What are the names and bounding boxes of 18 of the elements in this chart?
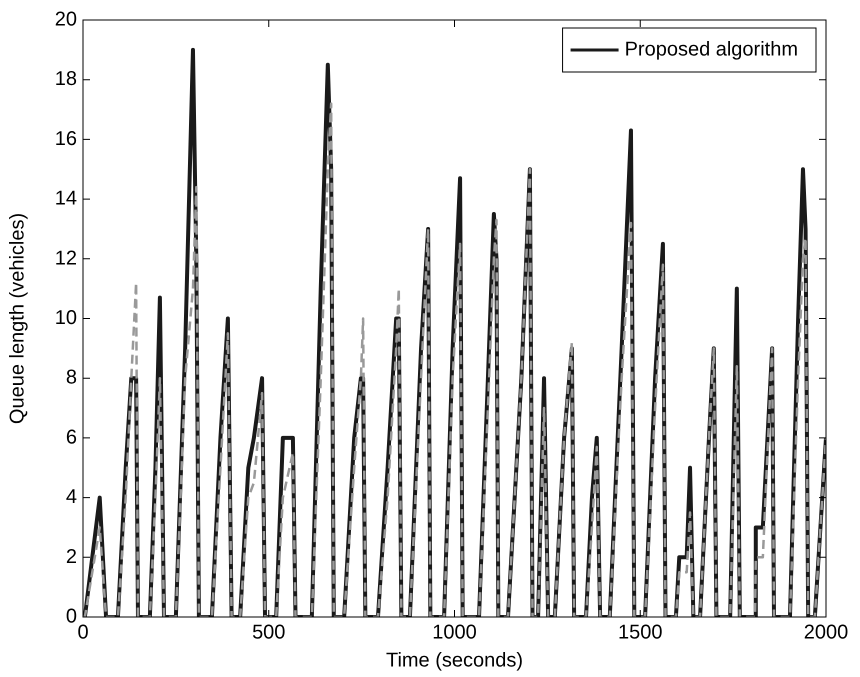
y-tick-label: 18 xyxy=(54,68,77,90)
x-tick-label: 500 xyxy=(252,622,286,644)
y-tick-label: 10 xyxy=(54,307,77,330)
y-tick-label: 0 xyxy=(66,606,77,628)
x-tick-label: 1500 xyxy=(618,622,662,644)
x-tick-label: 2000 xyxy=(804,622,848,644)
y-tick-label: 16 xyxy=(54,128,77,150)
legend-label: Proposed algorithm xyxy=(624,38,798,61)
y-axis-title: Queue length (vehicles) xyxy=(6,212,29,424)
x-tick-label: 1000 xyxy=(432,622,477,644)
y-tick-label: 2 xyxy=(66,546,77,568)
y-tick-label: 12 xyxy=(54,247,77,270)
y-tick-label: 4 xyxy=(66,486,77,508)
y-tick-label: 6 xyxy=(66,426,77,448)
x-axis-title: Time (seconds) xyxy=(386,650,524,672)
y-tick-label: 8 xyxy=(66,366,77,389)
y-tick-label: 20 xyxy=(54,8,77,31)
y-tick-label: 14 xyxy=(54,188,77,210)
